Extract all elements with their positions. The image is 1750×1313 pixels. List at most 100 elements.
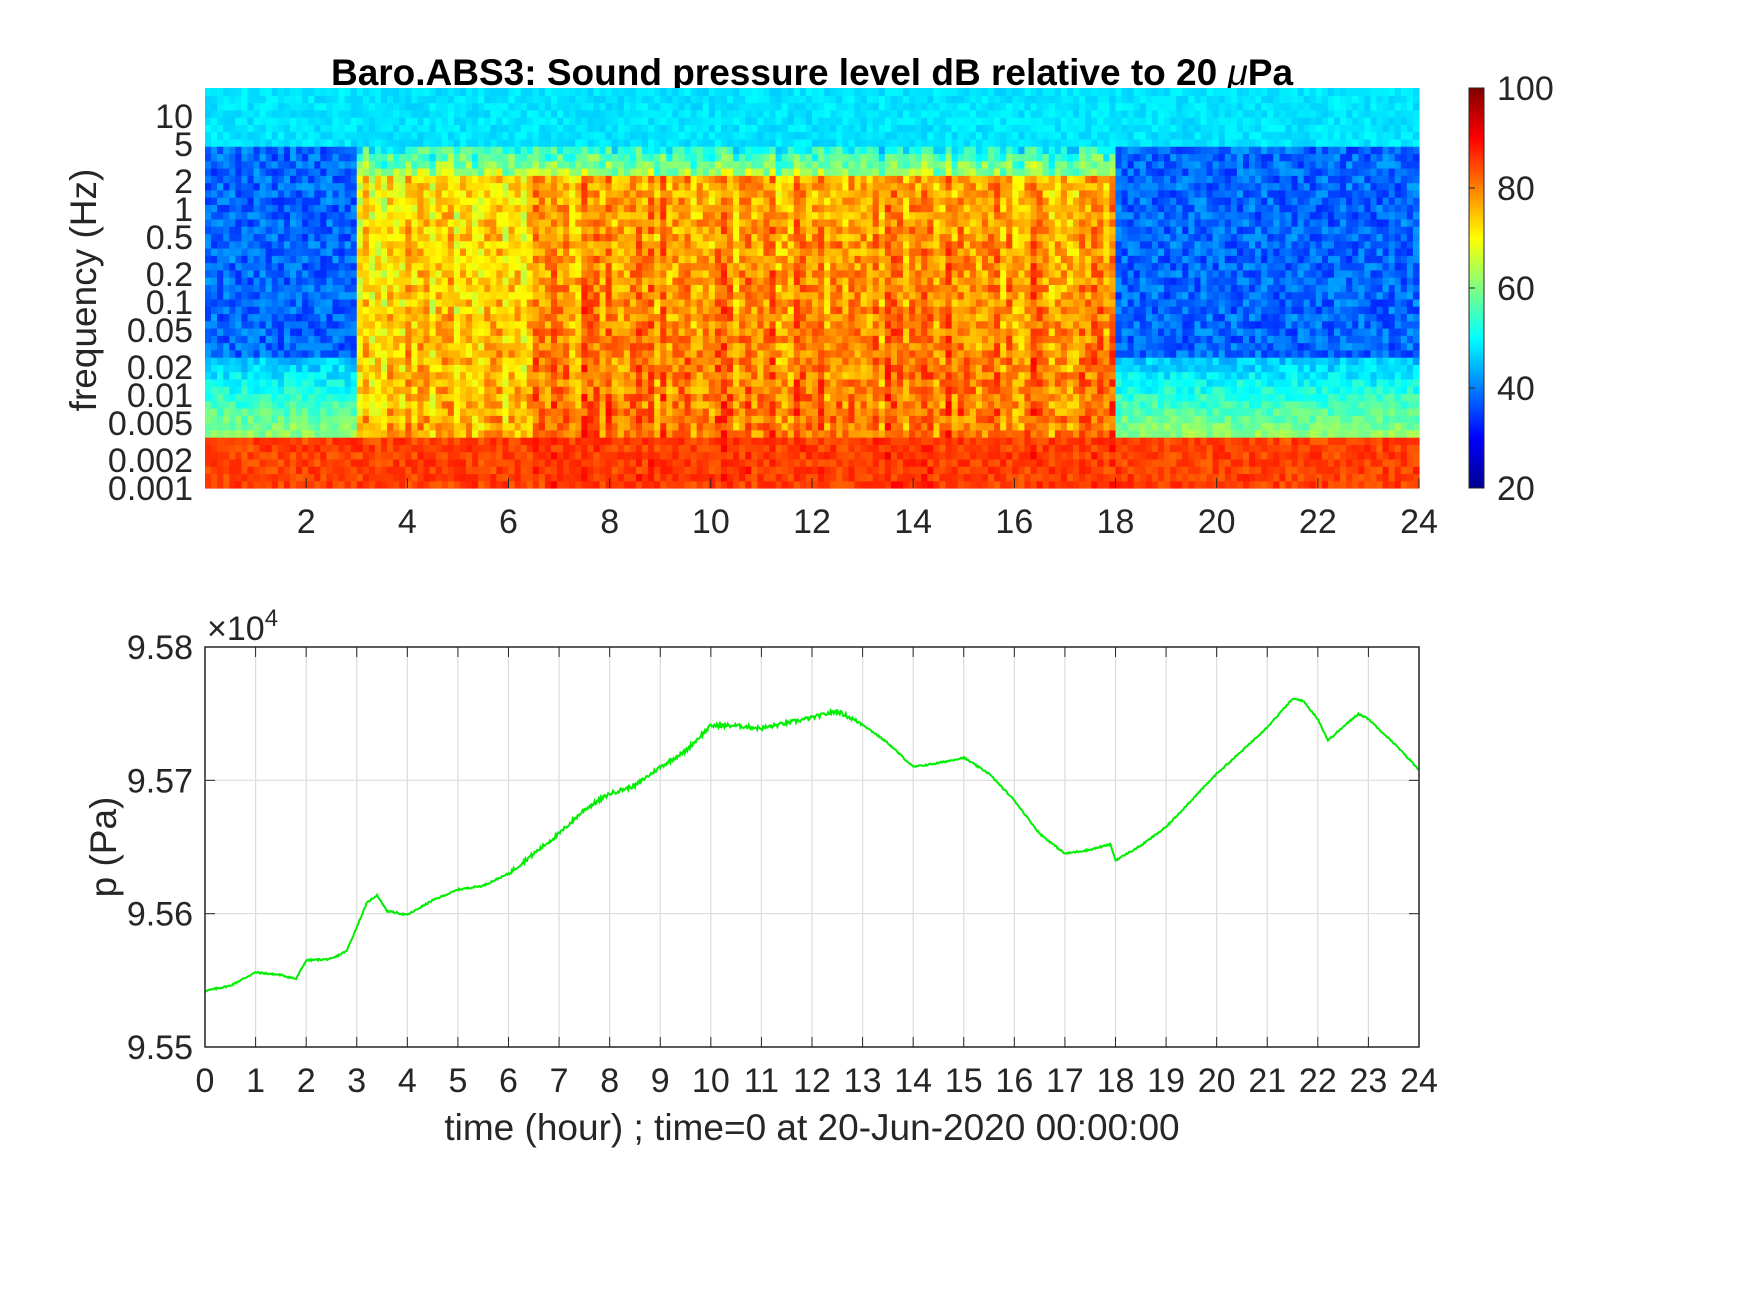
spectrogram-cell: [666, 226, 673, 235]
spectrogram-cell: [733, 320, 740, 329]
spectrogram-cell: [356, 451, 364, 460]
spectrogram-cell: [277, 218, 285, 227]
spectrogram-cell: [544, 131, 552, 140]
spectrogram-cell: [587, 429, 595, 438]
spectrogram-cell: [563, 473, 570, 482]
spectrogram-cell: [623, 422, 631, 431]
spectrogram-cell: [478, 291, 485, 300]
spectrogram-cell: [617, 189, 625, 198]
spectrogram-cell: [508, 306, 516, 315]
spectrogram-cell: [581, 480, 589, 489]
spectrogram-cell: [447, 160, 455, 169]
spectrogram-cell: [575, 284, 582, 293]
spectrogram-cell: [660, 328, 667, 336]
spectrogram-cell: [368, 226, 376, 235]
spectrogram-cell: [617, 378, 625, 387]
spectrogram-cell: [235, 146, 243, 155]
spectrogram-cell: [435, 415, 443, 424]
spectrogram-cell: [557, 451, 564, 460]
spectrogram-cell: [666, 124, 673, 133]
spectrogram-cell: [435, 131, 443, 140]
spectrogram-cell: [235, 342, 243, 351]
spectrogram-cell: [229, 218, 236, 227]
spectrogram-cell: [502, 306, 510, 315]
spectrogram-cell: [690, 429, 698, 438]
spectrogram-cell: [684, 306, 692, 315]
spectrogram-cell: [338, 378, 346, 387]
spectrogram-cell: [429, 211, 437, 220]
spectrogram-cell: [253, 233, 261, 242]
spectrogram-cell: [508, 189, 516, 198]
spectrogram-cell: [326, 291, 334, 300]
spectrogram-cell: [666, 444, 673, 453]
spectrogram-cell: [211, 422, 218, 431]
spectrogram-cell: [411, 269, 419, 278]
spectrogram-cell: [235, 393, 243, 402]
spectrogram-cell: [727, 342, 734, 351]
spectrogram-cell: [411, 218, 419, 227]
spectrogram-cell: [666, 415, 673, 424]
spectrogram-cell: [411, 306, 419, 315]
spectrogram-cell: [478, 131, 485, 140]
spectrogram-cell: [575, 429, 582, 438]
spectrogram-cell: [368, 168, 376, 176]
spectrogram-cell: [411, 386, 419, 395]
spectrogram-cell: [635, 168, 643, 176]
spectrogram-cell: [623, 240, 631, 249]
spectrogram-cell: [593, 233, 601, 242]
spectrogram-cell: [350, 328, 358, 336]
spectrogram-cell: [696, 335, 704, 344]
spectrogram-cell: [241, 349, 249, 358]
spectrogram-cell: [708, 306, 716, 315]
spectrogram-cell: [599, 444, 607, 453]
spectrogram-cell: [563, 240, 570, 249]
spectrogram-cell: [453, 342, 461, 351]
spectrogram-cell: [520, 138, 528, 147]
spectrogram-cell: [283, 211, 291, 220]
spectrogram-cell: [368, 313, 376, 322]
spectrogram-cell: [751, 160, 758, 169]
spectrogram-cell: [575, 160, 582, 169]
spectrogram-cell: [599, 458, 607, 467]
spectrogram-cell: [211, 218, 218, 227]
spectrogram-cell: [702, 313, 710, 322]
spectrogram-cell: [587, 408, 595, 416]
spectrogram-cell: [599, 269, 607, 278]
spectrogram-cell: [648, 226, 655, 235]
spectrogram-cell: [283, 349, 291, 358]
spectrogram-cell: [532, 240, 540, 249]
spectrogram-cell: [308, 175, 315, 184]
spectrogram-cell: [223, 320, 230, 329]
spectrogram-cell: [654, 291, 661, 300]
spectrogram-cell: [368, 240, 376, 249]
spectrogram-cell: [690, 131, 698, 140]
spectrogram-cell: [654, 248, 661, 256]
spectrogram-cell: [466, 138, 473, 147]
spectrogram-cell: [635, 320, 643, 329]
spectrogram-cell: [587, 473, 595, 482]
spectrogram-cell: [484, 422, 491, 431]
spectrogram-cell: [247, 189, 255, 198]
spectrogram-cell: [362, 262, 370, 271]
spectrogram-cell: [496, 284, 504, 293]
spectrogram-cell: [429, 88, 437, 96]
spectrogram-cell: [496, 466, 504, 475]
spectrogram-cell: [205, 102, 212, 111]
spectrogram-cell: [733, 255, 740, 264]
spectrogram-cell: [611, 182, 619, 191]
spectrogram-cell: [623, 233, 631, 242]
spectrogram-cell: [235, 138, 243, 147]
spectrogram-cell: [472, 306, 479, 315]
spectrogram-cell: [538, 328, 546, 336]
spectrogram-cell: [344, 109, 352, 118]
spectrogram-cell: [332, 298, 340, 307]
spectrogram-cell: [745, 458, 752, 467]
spectrogram-cell: [399, 146, 406, 155]
spectrogram-cell: [526, 240, 534, 249]
spectrogram-cell: [296, 248, 303, 256]
spectrogram-cell: [696, 342, 704, 351]
spectrogram-cell: [374, 408, 382, 416]
spectrogram-cell: [453, 393, 461, 402]
spectrogram-cell: [393, 313, 400, 322]
spectrogram-cell: [648, 422, 655, 431]
